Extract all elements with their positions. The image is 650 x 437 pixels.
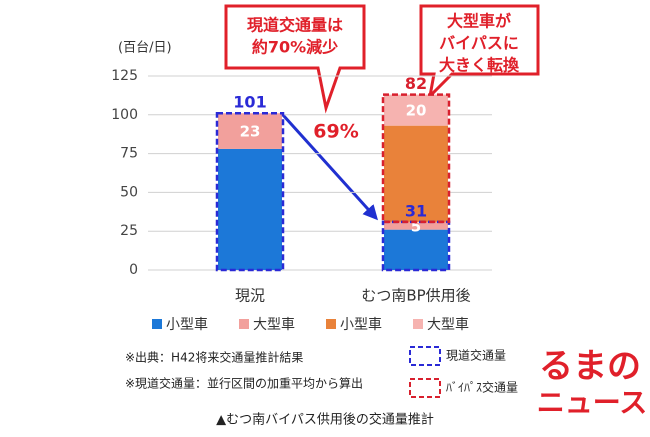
legend-label: ﾊﾞｲﾊﾟｽ交通量 bbox=[446, 380, 518, 395]
callout-text: 大型車が bbox=[447, 12, 511, 31]
legend-label: 現道交通量 bbox=[446, 348, 506, 363]
legend-box bbox=[409, 346, 441, 366]
value-label: 23 bbox=[240, 123, 261, 141]
callout-text: 約70%減少 bbox=[252, 38, 338, 57]
y-tick-label: 125 bbox=[111, 68, 138, 84]
note: ※現道交通量：並行区間の加重平均から算出 bbox=[125, 376, 363, 391]
total-label: 101 bbox=[233, 93, 266, 112]
bar-segment bbox=[384, 94, 448, 126]
legend-label: 小型車 bbox=[166, 316, 208, 333]
watermark: るまの bbox=[539, 347, 641, 387]
y-tick-label: 25 bbox=[120, 223, 138, 239]
dashed-box bbox=[215, 111, 285, 272]
arrow bbox=[281, 113, 379, 221]
unit-label: (百台/日) bbox=[118, 41, 172, 56]
total-label: 31 bbox=[405, 201, 427, 220]
dashed-box bbox=[381, 93, 451, 224]
callout-text: 現道交通量は bbox=[247, 16, 343, 35]
y-tick-label: 100 bbox=[111, 107, 138, 123]
bar-segment bbox=[384, 125, 448, 222]
legend-label: 大型車 bbox=[427, 316, 469, 333]
value-label: 5 bbox=[411, 217, 421, 235]
x-tick-label: むつ南BP供用後 bbox=[361, 287, 470, 305]
legend-swatch bbox=[152, 319, 162, 329]
legend-label: 小型車 bbox=[340, 316, 382, 333]
callout-box bbox=[419, 4, 540, 101]
bar-segment bbox=[218, 148, 282, 270]
y-tick-label: 0 bbox=[129, 262, 138, 278]
x-tick-label: 現況 bbox=[235, 287, 265, 305]
change-label: 69% bbox=[313, 121, 358, 143]
caption: ▲むつ南バイパス供用後の交通量推計 bbox=[216, 412, 434, 428]
legend-swatch bbox=[239, 319, 249, 329]
callout-text: バイパスに bbox=[439, 34, 519, 53]
bar-segment bbox=[384, 229, 448, 270]
bar-segment bbox=[384, 221, 448, 230]
legend-swatch bbox=[326, 319, 336, 329]
legend-label: 大型車 bbox=[253, 316, 295, 333]
value-label: 20 bbox=[406, 102, 427, 120]
legend-swatch bbox=[413, 319, 423, 329]
note: ※出典：H42将来交通量推計結果 bbox=[125, 350, 303, 365]
watermark: ニュース bbox=[537, 386, 648, 419]
callout-text: 大きく転換 bbox=[439, 56, 520, 75]
legend-box bbox=[409, 378, 441, 398]
bar-segment bbox=[218, 113, 282, 149]
callout-box bbox=[224, 4, 366, 114]
y-tick-label: 75 bbox=[120, 146, 138, 162]
total-label: 82 bbox=[405, 74, 427, 93]
y-tick-label: 50 bbox=[120, 184, 138, 200]
